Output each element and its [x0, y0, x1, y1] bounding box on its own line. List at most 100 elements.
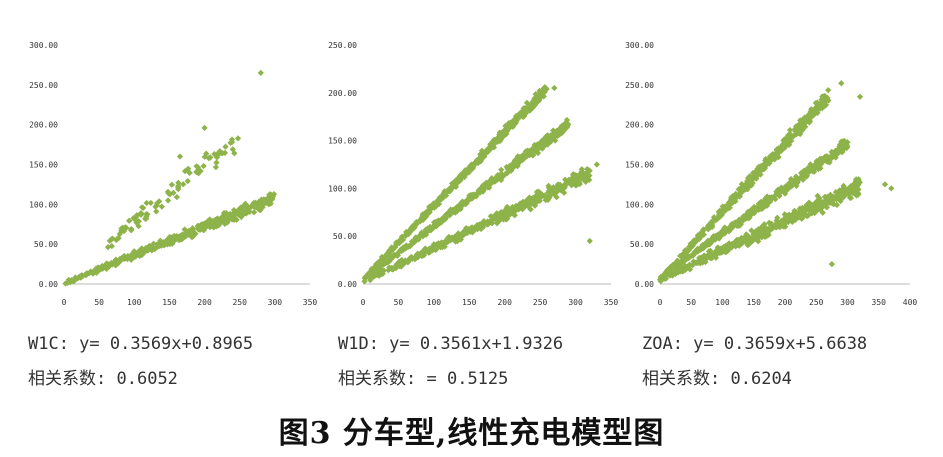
scatter-point [776, 146, 783, 154]
x-tick-label: 250 [533, 298, 548, 307]
correlation-label: 相关系数: [338, 369, 417, 389]
scatter-point [250, 203, 257, 210]
y-tick-label: 250.00 [625, 81, 654, 90]
scatter-point [201, 124, 208, 131]
scatter-point [553, 187, 560, 194]
scatter-point [241, 210, 248, 217]
scatter-point [469, 163, 476, 170]
figure-caption: 图3 分车型,线性充电模型图 [278, 416, 665, 451]
scatter-point [453, 235, 460, 242]
scatter-point [840, 184, 848, 191]
x-tick-label: 350 [872, 298, 887, 307]
scatter-point [446, 187, 454, 194]
scatter-point [425, 207, 432, 215]
y-tick-label: 150.00 [328, 137, 357, 146]
scatter-point [231, 209, 238, 216]
correlation-w1d: 相关系数: = 0.5125 [338, 364, 508, 389]
correlation-label: 相关系数: [28, 369, 107, 389]
scatter-point [144, 246, 151, 254]
scatter-point [535, 145, 542, 153]
scatter-point [457, 205, 464, 213]
x-tick-label: 0 [361, 298, 366, 307]
y-tick-label: 200.00 [328, 89, 357, 98]
scatter-point [231, 150, 238, 157]
y-tick-label: 200.00 [29, 121, 58, 130]
scatter-point [527, 151, 534, 158]
scatter-point [833, 196, 840, 203]
scatter-point [175, 179, 182, 186]
scatter-point [793, 209, 800, 216]
scatter-point [593, 161, 600, 168]
y-tick-label: 250.00 [29, 81, 58, 90]
x-tick-label: 0 [658, 298, 663, 307]
scatter-point [680, 251, 687, 259]
scatter-point [200, 162, 207, 170]
x-tick-label: 50 [94, 298, 104, 307]
scatter-point [698, 257, 705, 264]
scatter-point [838, 80, 845, 87]
scatter-point [711, 216, 718, 223]
scatter-point [156, 198, 163, 205]
scatter-points [62, 69, 278, 287]
scatter-point [184, 231, 192, 238]
scatter-point [819, 209, 826, 216]
scatter-point [502, 216, 510, 223]
scatter-point [808, 210, 815, 217]
scatter-point [551, 84, 558, 92]
scatter-point [484, 147, 491, 154]
y-tick-label: 50.00 [333, 232, 357, 241]
scatter-point [164, 188, 172, 195]
scatter-point [129, 250, 136, 258]
y-tick-label: 150.00 [29, 161, 58, 170]
scatter-point [442, 189, 449, 197]
scatter-point [769, 155, 776, 162]
scatter-plot-zoa: 0.00 50.00 100.00 150.00 200.00 250.00 300.00 0… [625, 41, 917, 307]
correlation-zoa: 相关系数: 0.6204 [642, 364, 792, 389]
scatter-point [825, 87, 832, 94]
scatter-point [257, 69, 264, 76]
scatter-point [586, 237, 593, 245]
scatter-point [564, 122, 571, 129]
x-tick-label: 250 [232, 298, 247, 307]
x-tick-label: 300 [840, 298, 855, 307]
x-tick-label: 200 [778, 298, 793, 307]
scatter-point [128, 225, 135, 233]
scatter-point [242, 200, 249, 207]
regression-equation-w1c: W1C: y= 0.3569x+0.8965 [28, 334, 254, 354]
scatter-point [234, 135, 242, 142]
scatter-point [828, 260, 835, 268]
scatter-points [656, 80, 895, 285]
scatter-point [260, 199, 268, 206]
scatter-point [540, 88, 547, 95]
x-tick-label: 100 [427, 298, 442, 307]
scatter-point [143, 215, 150, 222]
scatter-points [361, 84, 600, 285]
y-tick-label: 300.00 [625, 41, 654, 50]
scatter-point [419, 252, 426, 259]
scatter-point [705, 239, 712, 246]
scatter-point [690, 237, 697, 244]
regression-equation-zoa: ZOA: y= 0.3659x+5.6638 [642, 334, 868, 354]
scatter-point [586, 172, 593, 179]
correlation-label: 相关系数: [642, 369, 721, 389]
scatter-point [147, 199, 154, 207]
y-tick-label: 0.00 [39, 280, 58, 289]
scatter-point [212, 164, 220, 171]
correlation-value: 0.6052 [116, 369, 178, 389]
scatter-point [471, 225, 478, 233]
scatter-point [479, 152, 486, 159]
x-tick-label: 150 [462, 298, 477, 307]
scatter-point [222, 143, 229, 150]
scatter-point [725, 199, 733, 206]
scatter-point [126, 217, 133, 224]
scatter-point [173, 193, 180, 201]
scatter-point [256, 201, 264, 208]
scatter-point [696, 235, 703, 243]
y-tick-label: 200.00 [625, 121, 654, 130]
y-tick-label: 100.00 [29, 200, 58, 209]
scatter-point [487, 141, 494, 148]
x-tick-label: 0 [62, 298, 67, 307]
y-tick-label: 250.00 [328, 41, 357, 50]
correlation-w1c: 相关系数: 0.6052 [28, 364, 178, 389]
y-tick-label: 50.00 [34, 240, 58, 249]
